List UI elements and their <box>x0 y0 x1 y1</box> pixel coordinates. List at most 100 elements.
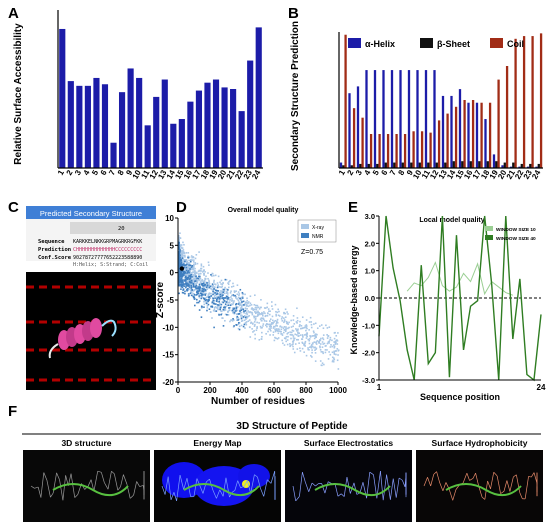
tick-e-y: -3.0 <box>362 376 375 385</box>
bar-b-α-Helix-3 <box>356 86 360 168</box>
bar-a-16 <box>187 101 194 168</box>
tick-e-y: -1.0 <box>362 321 375 330</box>
bar-b-α-Helix-8 <box>399 70 402 168</box>
bar-b-α-Helix-19 <box>492 154 496 168</box>
chart-d-xlabel: Number of residues <box>211 396 305 407</box>
bar-a-13 <box>161 79 168 168</box>
legend-b-label-2: Coil <box>507 39 524 49</box>
bar-b-α-Helix-15 <box>458 89 462 168</box>
bar-b-Coil-24 <box>539 33 543 168</box>
chart-b-ylabel: Secondary Structure Prediction <box>290 21 301 171</box>
chart-e-title: Local model quality <box>419 217 484 224</box>
panel-letter-d: D <box>176 199 187 216</box>
bar-b-β-Sheet-4 <box>367 163 370 168</box>
tick-a-x: 2 <box>65 168 75 177</box>
chart-e-legend: WINDOW SIZE 10 WINDOW SIZE 40 <box>485 226 536 242</box>
bar-a-14 <box>170 123 177 168</box>
legend-b-label-0: α-Helix <box>365 39 395 49</box>
bar-b-Coil-3 <box>361 117 364 168</box>
bar-b-β-Sheet-11 <box>427 162 430 168</box>
bar-b-Coil-14 <box>454 106 458 168</box>
bar-b-β-Sheet-18 <box>486 161 489 168</box>
tick-e-y: 0.0 <box>365 294 375 303</box>
bar-b-Coil-22 <box>522 36 526 168</box>
bar-b-α-Helix-6 <box>382 70 385 168</box>
chart-e-ylabel: Knowledge-based energy <box>349 245 359 354</box>
bar-b-Coil-6 <box>386 134 390 168</box>
tick-d-x: 600 <box>267 386 281 395</box>
bar-b-Coil-4 <box>369 134 373 168</box>
panel-f-label-1: Energy Map <box>193 438 241 448</box>
bar-b-Coil-12 <box>437 120 441 168</box>
bar-b-β-Sheet-10 <box>418 162 421 168</box>
bar-b-Coil-7 <box>395 134 398 168</box>
bar-a-11 <box>144 125 151 168</box>
chart-b: Secondary Structure Prediction 123456789… <box>290 21 543 181</box>
bar-b-β-Sheet-15 <box>461 161 464 168</box>
secondary-structure-panel: Predicted Secondary Structure 20 Sequenc… <box>26 206 156 390</box>
tick-b-x: 5 <box>371 168 381 177</box>
tick-d-y: 0 <box>170 269 175 278</box>
chart-d-annotation: Z=0.75 <box>301 249 323 256</box>
bar-b-β-Sheet-19 <box>495 161 498 168</box>
legend-b-swatch-2 <box>490 38 503 48</box>
legend-e-label-0: WINDOW SIZE 10 <box>496 227 536 233</box>
bar-b-α-Helix-20 <box>501 165 504 168</box>
bar-b-β-Sheet-8 <box>401 162 404 168</box>
tick-d-y: -15 <box>162 351 174 360</box>
panel-f-label-3: Surface Hydrophobicity <box>432 438 528 448</box>
bar-b-β-Sheet-5 <box>376 163 379 168</box>
bar-b-Coil-15 <box>463 100 466 168</box>
tick-e-y: -2.0 <box>362 349 375 358</box>
bar-b-α-Helix-14 <box>450 95 453 168</box>
panel-letter-e: E <box>348 199 358 216</box>
legend-b-swatch-1 <box>420 38 433 48</box>
chart-a-ylabel: Relative Surface Accessibility <box>13 23 24 165</box>
bar-a-5 <box>93 77 100 168</box>
tick-d-y: -20 <box>162 378 174 387</box>
bar-a-8 <box>118 92 126 168</box>
bar-b-Coil-20 <box>505 66 509 168</box>
tick-e-y: 2.0 <box>365 239 375 248</box>
chart-d-title: Overall model quality <box>228 207 299 214</box>
bar-a-19 <box>212 79 220 168</box>
bar-b-α-Helix-11 <box>424 70 428 168</box>
bar-b-Coil-2 <box>352 108 356 168</box>
tick-a-x: 24 <box>250 168 263 181</box>
legend-e-swatch-0 <box>485 226 493 231</box>
tick-b-x: 4 <box>362 168 372 177</box>
legend-b-label-1: β-Sheet <box>437 39 470 49</box>
bar-a-12 <box>153 96 160 168</box>
tick-d-x: 200 <box>203 386 217 395</box>
legend-d-label-1: NMR <box>312 234 324 240</box>
tick-a-x: 1 <box>56 168 66 177</box>
panel-c-row-label-1: Prediction <box>38 247 71 253</box>
bar-a-23 <box>247 60 254 169</box>
panel-f-label-2: Surface Electrostatics <box>304 438 394 448</box>
bar-b-α-Helix-9 <box>407 70 411 168</box>
peptide-structure-panel: 3D Structure of Peptide 3D structure Ener… <box>22 421 543 522</box>
bar-a-3 <box>76 85 83 168</box>
tick-b-x: 9 <box>405 168 415 177</box>
panel-c-header-bg <box>26 206 156 219</box>
bar-a-15 <box>178 119 185 168</box>
legend-d-swatch-1 <box>301 233 309 238</box>
tick-b-x: 7 <box>388 168 398 177</box>
bar-a-6 <box>101 84 109 168</box>
bar-a-4 <box>84 85 91 168</box>
bar-b-β-Sheet-2 <box>350 165 353 168</box>
bar-b-β-Sheet-23 <box>529 163 532 168</box>
tick-d-x: 1000 <box>329 386 347 395</box>
bar-a-20 <box>221 87 228 168</box>
chart-d-legend: X-ray NMR <box>297 219 337 243</box>
tick-d-y: 5 <box>170 241 175 250</box>
bar-b-β-Sheet-6 <box>384 162 387 168</box>
chart-d: Overall model quality 0 200 400 600 800 1000 -… <box>155 207 347 407</box>
bar-b-Coil-17 <box>480 102 483 168</box>
legend-d-label-0: X-ray <box>312 225 324 231</box>
bar-b-Coil-18 <box>488 102 492 168</box>
panel-c-key: H:Helix; S:Strand; C:Coil <box>73 262 148 268</box>
legend-e-label-1: WINDOW SIZE 40 <box>496 236 536 242</box>
bar-b-Coil-16 <box>471 100 475 168</box>
